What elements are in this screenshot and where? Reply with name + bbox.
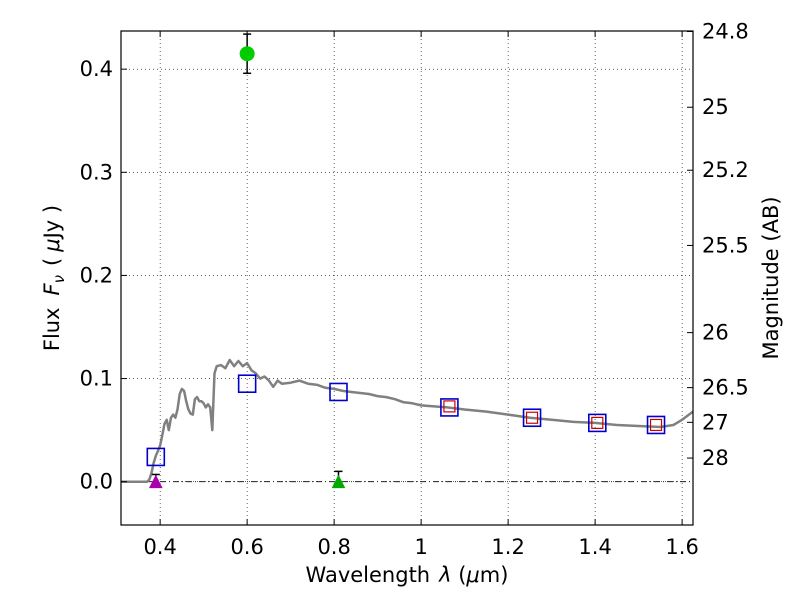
magnitude-tick-labels: 24.8 25 25.2 25.5 26 26.5 27 28 bbox=[702, 19, 749, 470]
x-tick-label: 1.6 bbox=[665, 535, 698, 559]
model-photometry-square bbox=[329, 382, 348, 402]
magnitude-tick-label: 26.5 bbox=[702, 376, 749, 400]
y-tick-label: 0.0 bbox=[80, 470, 113, 494]
observed-photometry-square bbox=[525, 411, 539, 424]
ticks bbox=[121, 30, 693, 525]
magnitude-tick-label: 27 bbox=[702, 410, 729, 434]
x-tick-label: 0.4 bbox=[143, 535, 176, 559]
observed-photometry-square bbox=[649, 418, 663, 432]
magnitude-tick-label: 26 bbox=[702, 321, 729, 345]
y-axis-title: FluxFν(μJy ) bbox=[40, 205, 68, 351]
y-tick-label: 0.4 bbox=[80, 57, 113, 81]
detection-point bbox=[239, 46, 255, 62]
x-tick-label: 1 bbox=[414, 535, 427, 559]
magnitude-tick-label: 25 bbox=[702, 95, 729, 119]
x-axis-title: Wavelength λ (μm) bbox=[306, 563, 509, 587]
y-tick-label: 0.3 bbox=[80, 160, 113, 184]
upper-limit-triangle bbox=[331, 474, 346, 489]
series-group bbox=[121, 33, 693, 489]
model-photometry-square bbox=[440, 398, 459, 417]
x-tick-label: 1.2 bbox=[491, 535, 524, 559]
y-tick-label: 0.1 bbox=[80, 367, 113, 391]
magnitude-tick-label: 24.8 bbox=[702, 19, 749, 43]
x-tick-label: 0.8 bbox=[317, 535, 350, 559]
x-tick-labels: 0.4 0.6 0.8 1 1.2 1.4 1.6 bbox=[143, 535, 698, 559]
magnitude-tick-label: 28 bbox=[702, 446, 729, 470]
model-photometry-square bbox=[146, 447, 166, 467]
magnitude-tick-label: 25.5 bbox=[702, 233, 749, 257]
model-photometry-square bbox=[522, 408, 542, 428]
y-tick-labels: 0.0 0.1 0.2 0.3 0.4 bbox=[80, 57, 113, 494]
upper-limit-triangle bbox=[148, 474, 163, 489]
y-tick-label: 0.2 bbox=[80, 263, 113, 287]
x-tick-label: 0.6 bbox=[230, 535, 263, 559]
model-photometry-square bbox=[588, 413, 607, 433]
magnitude-tick-label: 25.2 bbox=[702, 158, 749, 182]
observed-photometry-square bbox=[443, 400, 456, 413]
x-tick-label: 1.4 bbox=[578, 535, 611, 559]
model-photometry-square bbox=[646, 415, 666, 435]
y2-axis-title: Magnitude (AB) bbox=[759, 196, 783, 359]
observed-photometry-square bbox=[591, 416, 604, 429]
plot-frame bbox=[120, 30, 694, 526]
plot-area bbox=[121, 33, 693, 489]
grid bbox=[121, 31, 693, 525]
model-sed-line bbox=[121, 358, 693, 483]
model-photometry-square bbox=[237, 374, 257, 394]
